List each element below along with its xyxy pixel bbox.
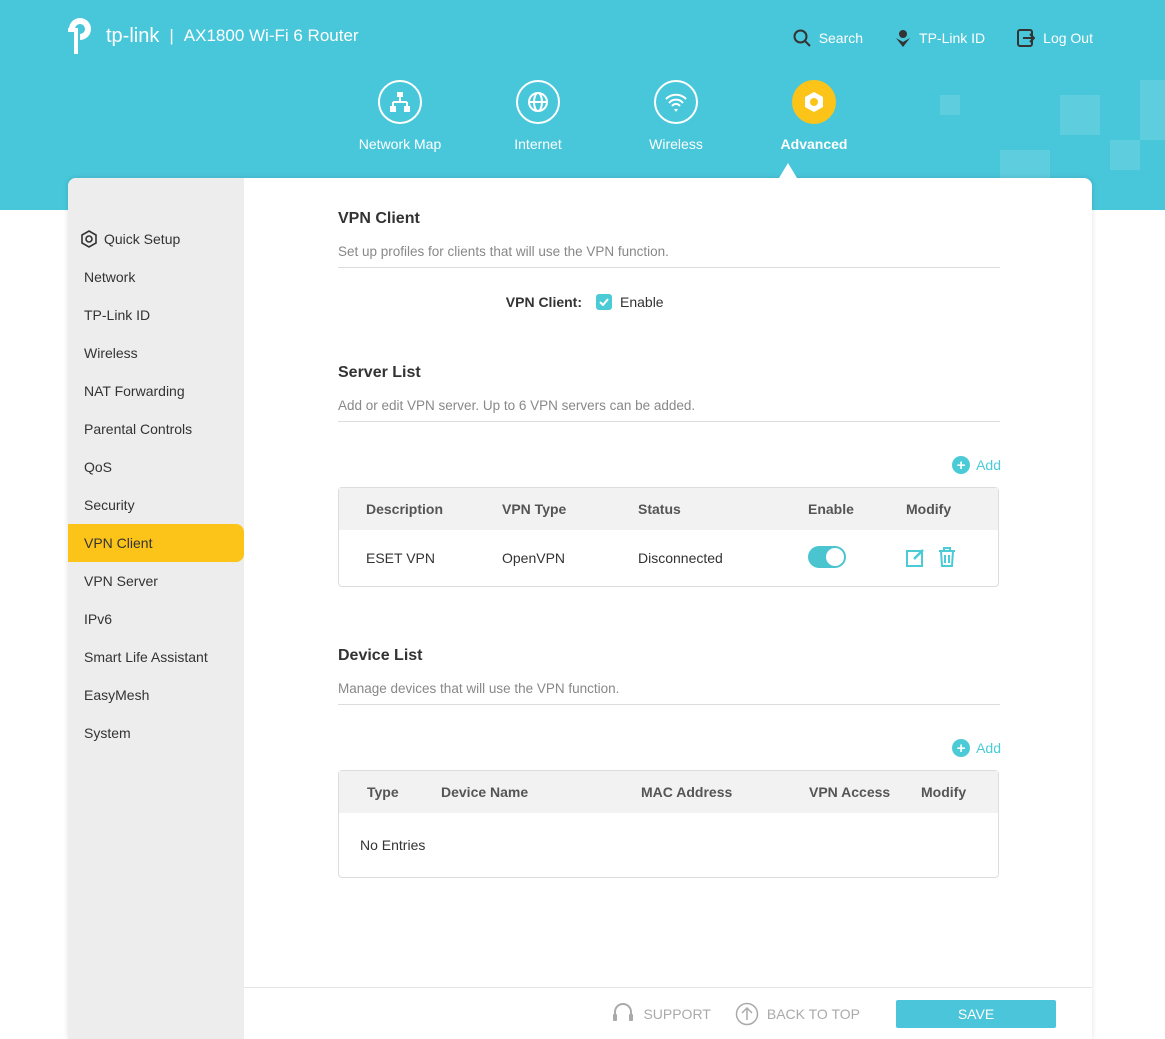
wifi-icon [654, 80, 698, 124]
sidebar-item-easymesh[interactable]: EasyMesh [84, 687, 150, 703]
headset-icon [613, 1002, 634, 1021]
sidebar-item-wireless[interactable]: Wireless [84, 345, 138, 361]
globe-icon [516, 80, 560, 124]
tplink-id-button[interactable]: TP-Link ID [895, 29, 985, 47]
col-description: Description [339, 488, 502, 530]
device-table: Type Device Name MAC Address VPN Access … [338, 770, 999, 878]
col-status: Status [638, 488, 808, 530]
nav-advanced[interactable]: Advanced [745, 80, 883, 152]
col-type: Type [339, 771, 441, 813]
col-device-name: Device Name [441, 771, 641, 813]
sidebar-item-tplink-id[interactable]: TP-Link ID [84, 307, 151, 323]
edit-icon[interactable] [906, 547, 926, 567]
table-header: Type Device Name MAC Address VPN Access … [339, 771, 998, 813]
sidebar-item-parental-controls[interactable]: Parental Controls [84, 421, 193, 437]
device-list-title: Device List [338, 647, 423, 664]
enable-checkbox[interactable] [596, 294, 612, 310]
add-label: Add [976, 457, 1001, 473]
col-vpn-access: VPN Access [809, 771, 921, 813]
support-link[interactable]: SUPPORT [611, 1002, 711, 1025]
col-mac: MAC Address [641, 771, 809, 813]
device-list-desc: Manage devices that will use the VPN fun… [338, 681, 1000, 705]
active-nav-pointer [779, 163, 797, 178]
brand-name: tp-link [106, 24, 160, 47]
arrow-up-icon [735, 1002, 759, 1025]
search-icon [793, 29, 811, 47]
no-entries: No Entries [360, 837, 426, 853]
nav-label: Wireless [649, 136, 703, 152]
model-name: AX1800 Wi-Fi 6 Router [183, 26, 359, 45]
sidebar-item-smart-life-assistant[interactable]: Smart Life Assistant [84, 649, 208, 665]
nav-label: Internet [514, 136, 562, 152]
support-label: SUPPORT [643, 1005, 711, 1022]
sidebar-item-vpn-client[interactable]: VPN Client [68, 524, 244, 562]
gear-icon [81, 230, 97, 248]
sidebar-item-vpn-server[interactable]: VPN Server [84, 573, 158, 589]
nav-label: Advanced [780, 136, 848, 152]
nav-internet[interactable]: Internet [469, 80, 607, 152]
vpn-client-label: VPN Client: [505, 294, 582, 310]
tp-link-logo-icon [68, 18, 91, 54]
add-server-button[interactable]: + Add [338, 456, 1001, 474]
divider: | [169, 26, 174, 45]
sidebar-item-network[interactable]: Network [84, 269, 136, 285]
col-vpn-type: VPN Type [502, 488, 638, 530]
col-modify: Modify [906, 488, 998, 530]
sidebar-label: Quick Setup [104, 231, 181, 247]
user-icon [896, 30, 911, 47]
enable-label: Enable [620, 294, 664, 310]
sidebar-item-nat-forwarding[interactable]: NAT Forwarding [84, 383, 185, 399]
vpn-client-title: VPN Client [338, 210, 420, 227]
vpn-client-enable-row: VPN Client: Enable [338, 294, 1000, 310]
nav-label: Network Map [358, 136, 442, 152]
main-card: Quick Setup Network TP-Link ID Wireless … [68, 178, 1092, 1039]
sidebar-item-ipv6[interactable]: IPv6 [84, 611, 113, 627]
sidebar-item-quick-setup[interactable]: Quick Setup [68, 220, 244, 258]
sidebar-item-qos[interactable]: QoS [84, 459, 113, 475]
save-button[interactable]: SAVE [896, 999, 1056, 1028]
delete-icon[interactable] [938, 546, 956, 567]
cell-type: OpenVPN [502, 550, 566, 566]
table-header: Description VPN Type Status Enable Modif… [339, 488, 998, 530]
server-list-desc: Add or edit VPN server. Up to 6 VPN serv… [338, 398, 1000, 422]
network-map-icon [378, 80, 422, 124]
logout-button[interactable]: Log Out [1017, 29, 1093, 47]
sidebar-item-system[interactable]: System [84, 725, 131, 741]
logout-label: Log Out [1043, 30, 1093, 46]
plus-icon: + [952, 456, 971, 474]
plus-icon: + [952, 739, 971, 757]
check-icon [599, 298, 609, 306]
sidebar: Quick Setup Network TP-Link ID Wireless … [68, 178, 244, 1039]
col-enable: Enable [808, 488, 906, 530]
cell-status: Disconnected [638, 550, 723, 566]
back-to-top-link[interactable]: BACK TO TOP [735, 1002, 860, 1026]
logo[interactable]: tp-link | AX1800 Wi-Fi 6 Router [68, 18, 359, 54]
enable-toggle[interactable] [808, 545, 846, 568]
logout-icon [1017, 29, 1036, 47]
gear-icon [792, 80, 836, 124]
nav-network-map[interactable]: Network Map [331, 80, 469, 152]
back-to-top-label: BACK TO TOP [766, 1005, 860, 1022]
server-list-title: Server List [338, 364, 421, 381]
cell-description: ESET VPN [366, 550, 435, 566]
tplink-id-label: TP-Link ID [919, 30, 986, 46]
col-modify: Modify [921, 771, 998, 813]
add-label: Add [976, 740, 1001, 756]
server-table: Description VPN Type Status Enable Modif… [338, 487, 999, 587]
nav-wireless[interactable]: Wireless [607, 80, 745, 152]
search-label: Search [818, 30, 864, 46]
footer: SUPPORT BACK TO TOP SAVE [244, 987, 1092, 1039]
vpn-client-desc: Set up profiles for clients that will us… [338, 244, 1000, 268]
sidebar-item-security[interactable]: Security [84, 497, 135, 513]
search-button[interactable]: Search [793, 29, 863, 47]
table-row: ESET VPN OpenVPN Disconnected [339, 530, 998, 586]
add-device-button[interactable]: + Add [338, 739, 1001, 757]
